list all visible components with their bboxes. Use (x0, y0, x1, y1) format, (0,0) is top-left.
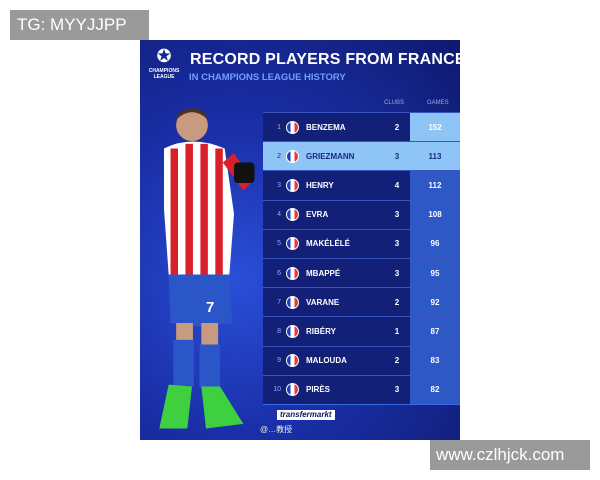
poster-subtitle: IN CHAMPIONS LEAGUE HISTORY (189, 72, 346, 83)
table-row: 9 MALOUDA 2 83 (263, 345, 460, 375)
record-table: 1 BENZEMA 2 152 2 GRIEZMANN 3 113 3 HENRY … (263, 112, 460, 405)
player-name: HENRY (306, 180, 334, 190)
player-name: MALOUDA (306, 356, 347, 366)
france-flag-icon (286, 295, 299, 309)
rank: 6 (277, 269, 281, 277)
table-row: 1 BENZEMA 2 152 (263, 112, 460, 142)
table-row: 8 RIBÉRY 1 87 (263, 316, 460, 346)
player-number: 7 (206, 299, 214, 316)
rank: 3 (277, 181, 281, 189)
games-value: 96 (410, 229, 460, 258)
table-divider (263, 403, 460, 405)
rank: 2 (277, 152, 281, 160)
clubs-value: 2 (394, 122, 400, 132)
clubs-value: 3 (394, 239, 400, 249)
france-flag-icon (286, 266, 299, 280)
clubs-value: 3 (394, 385, 400, 395)
poster-image: ✪ CHAMPIONS LEAGUE RECORD PLAYERS FROM F… (140, 40, 460, 440)
france-flag-icon (286, 149, 299, 163)
rank: 10 (273, 386, 281, 394)
table-row: 4 EVRA 3 108 (263, 199, 460, 229)
table-row: 3 HENRY 4 112 (263, 170, 460, 200)
france-flag-icon (286, 354, 299, 368)
clubs-value: 2 (394, 356, 400, 366)
weibo-credit: @…教授 (260, 425, 293, 434)
games-value: 95 (410, 258, 460, 288)
player-illustration: 7 (159, 108, 255, 429)
clubs-value: 4 (394, 180, 400, 190)
table-row: 5 MAKÉLÉLÉ 3 96 (263, 228, 460, 258)
france-flag-icon (286, 237, 299, 251)
table-row: 10 PIRÈS 3 82 (263, 374, 460, 404)
watermark-bottom: www.czlhjck.com (430, 440, 590, 470)
games-value: 113 (410, 142, 460, 171)
rank: 7 (277, 298, 281, 306)
watermark-top: TG: MYYJJPP (10, 10, 149, 40)
player-name: MAKÉLÉLÉ (306, 239, 350, 249)
france-flag-icon (286, 120, 299, 134)
rank: 9 (277, 357, 281, 365)
starball-icon: ✪ (156, 46, 172, 66)
games-value: 112 (410, 171, 460, 200)
table-row: 6 MBAPPÉ 3 95 (263, 257, 460, 288)
player-name: RIBÉRY (306, 326, 336, 336)
france-flag-icon (286, 383, 299, 397)
poster-title: RECORD PLAYERS FROM FRANCE (190, 51, 460, 68)
player-name: MBAPPÉ (306, 268, 341, 278)
clubs-value: 1 (394, 326, 400, 336)
player-name: GRIEZMANN (306, 151, 355, 161)
clubs-value: 3 (394, 268, 400, 278)
clubs-value: 3 (394, 151, 400, 161)
player-name: BENZEMA (306, 122, 346, 132)
rank: 5 (277, 240, 281, 248)
france-flag-icon (286, 178, 299, 192)
games-value: 83 (410, 346, 460, 375)
table-row: 2 GRIEZMANN 3 113 (263, 141, 460, 171)
rank: 1 (277, 123, 281, 131)
clubs-header: CLUBS (384, 100, 405, 106)
games-value: 82 (410, 375, 460, 404)
player-name: VARANE (306, 297, 340, 307)
logo-text: CHAMPIONS LEAGUE (148, 68, 180, 80)
player-name: PIRÈS (306, 385, 331, 395)
games-value: 87 (410, 317, 460, 346)
champions-league-logo: ✪ CHAMPIONS LEAGUE (144, 46, 184, 80)
rank: 8 (277, 327, 281, 335)
games-header: GAMES (427, 100, 449, 106)
games-value: 152 (410, 113, 460, 142)
games-value: 108 (410, 200, 460, 229)
rank: 4 (277, 211, 281, 219)
france-flag-icon (286, 208, 299, 222)
table-row: 7 VARANE 2 92 (263, 287, 460, 317)
player-name: EVRA (306, 210, 329, 220)
transfermarkt-logo: transfermarkt (277, 410, 335, 420)
clubs-value: 3 (394, 210, 400, 220)
games-value: 92 (410, 288, 460, 317)
france-flag-icon (286, 324, 299, 338)
clubs-value: 2 (394, 297, 400, 307)
